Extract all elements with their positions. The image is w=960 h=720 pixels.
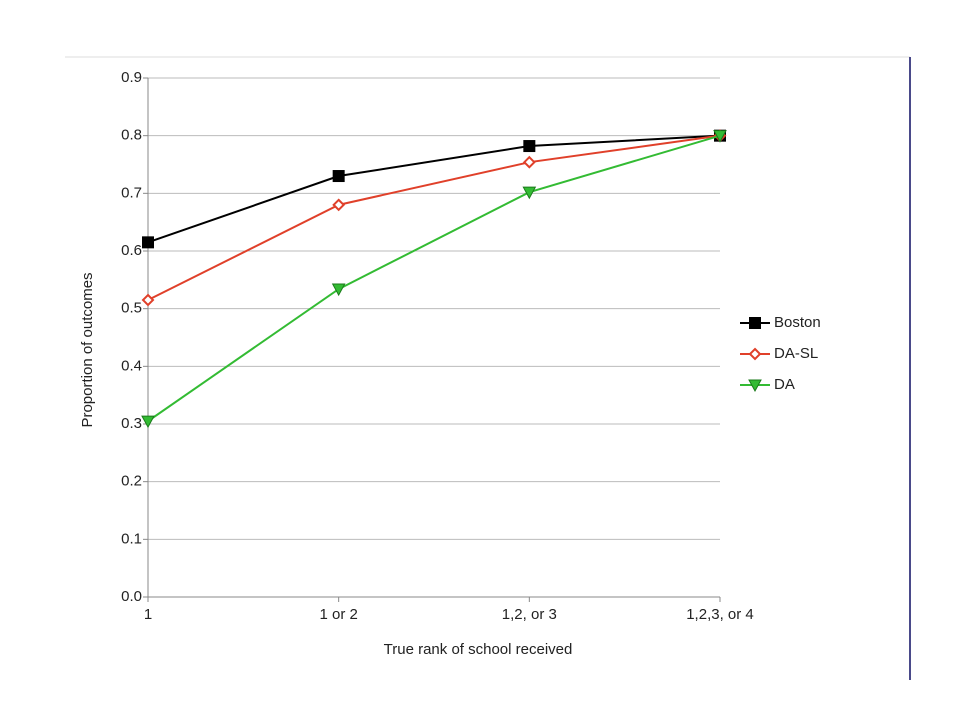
point <box>522 186 537 200</box>
series-line <box>147 134 721 301</box>
y-tick-label: 0.5 <box>121 300 142 317</box>
y-tick-label: 0.3 <box>121 415 142 432</box>
point <box>332 198 346 212</box>
point <box>713 130 727 143</box>
y-tick-label: 0.0 <box>121 588 142 605</box>
legend-marker <box>748 347 762 361</box>
legend-label: Boston <box>774 314 821 331</box>
point <box>141 415 155 429</box>
y-tick-label: 0.1 <box>121 530 142 547</box>
series-line <box>147 134 721 422</box>
y-tick-label: 0.6 <box>121 242 142 259</box>
series-line <box>147 134 721 244</box>
x-tick-label: 1 <box>144 606 152 623</box>
x-tick-label: 1 or 2 <box>319 606 357 623</box>
point <box>523 140 536 153</box>
legend-marker <box>748 379 762 393</box>
y-tick-label: 0.4 <box>121 357 142 374</box>
x-tick-label: 1,2,3, or 4 <box>686 606 754 623</box>
y-tick-label: 0.7 <box>121 184 142 201</box>
point <box>141 293 155 307</box>
y-axis-label: Proportion of outcomes <box>79 272 96 427</box>
point <box>522 155 536 169</box>
x-tick-label: 1,2, or 3 <box>502 606 557 623</box>
point <box>142 236 154 249</box>
legend-label: DA-SL <box>774 345 818 362</box>
y-tick-label: 0.9 <box>121 69 142 86</box>
y-tick-label: 0.8 <box>121 127 142 144</box>
y-tick-label: 0.2 <box>121 473 142 490</box>
point <box>331 283 346 297</box>
point <box>332 170 345 183</box>
legend-marker <box>749 317 761 329</box>
legend-label: DA <box>774 376 795 393</box>
x-axis-label: True rank of school received <box>384 641 573 658</box>
